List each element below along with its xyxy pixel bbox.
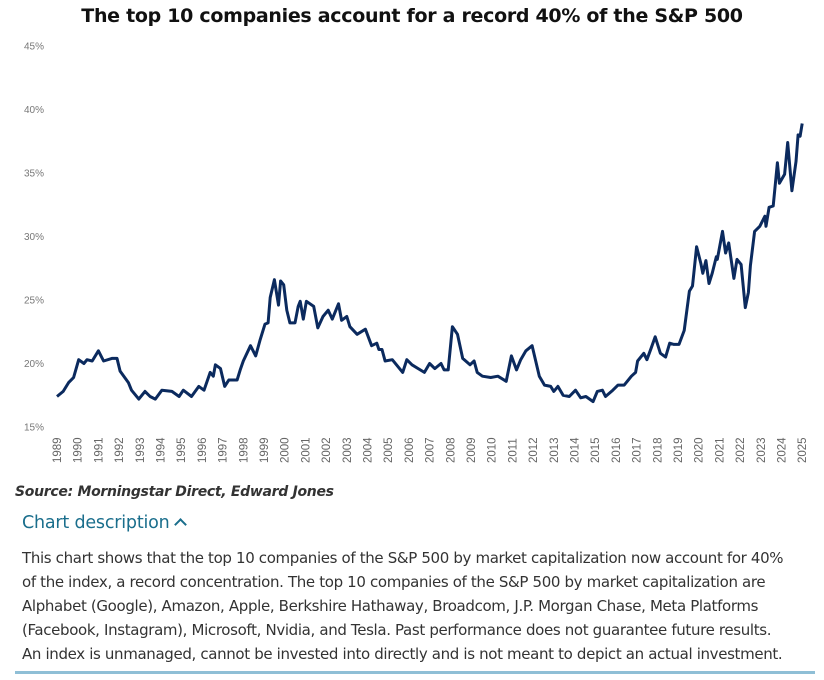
y-tick-label: 15% xyxy=(24,423,44,434)
x-tick-label: 1999 xyxy=(259,437,271,463)
x-tick-label: 2016 xyxy=(611,437,623,463)
y-tick-label: 30% xyxy=(24,232,44,243)
x-tick-label: 2019 xyxy=(673,437,685,463)
x-tick-label: 1997 xyxy=(218,437,230,463)
x-tick-label: 2008 xyxy=(445,437,457,463)
x-tick-label: 2017 xyxy=(632,437,644,463)
x-tick-label: 1992 xyxy=(114,437,126,463)
x-tick-label: 1998 xyxy=(238,437,250,463)
x-tick-label: 2025 xyxy=(797,437,809,463)
x-tick-label: 2024 xyxy=(777,437,789,463)
y-tick-label: 40% xyxy=(24,105,44,116)
chevron-up-icon xyxy=(173,518,187,531)
y-tick-label: 45% xyxy=(24,42,44,53)
divider xyxy=(15,671,815,674)
series-line xyxy=(56,123,804,404)
description-line: This chart shows that the top 10 compani… xyxy=(22,549,784,567)
x-tick-label: 2006 xyxy=(404,437,416,463)
x-tick-label: 2011 xyxy=(507,438,519,463)
source-note: Source: Morningstar Direct, Edward Jones xyxy=(15,484,334,500)
x-tick-label: 2012 xyxy=(528,437,540,463)
chart-title: The top 10 companies account for a recor… xyxy=(81,5,743,27)
x-tick-label: 2004 xyxy=(363,437,375,463)
y-tick-label: 20% xyxy=(24,359,44,370)
x-tick-label: 2000 xyxy=(280,437,292,463)
y-axis: 15% 20% 25% 30% 35% 40% 45% xyxy=(24,42,44,434)
chart-description-label: Chart description xyxy=(22,513,170,533)
x-tick-label: 2020 xyxy=(694,437,706,463)
x-tick-label: 2009 xyxy=(466,437,478,463)
x-tick-label: 2007 xyxy=(425,437,437,463)
x-tick-label: 2003 xyxy=(342,437,354,463)
x-tick-label: 1993 xyxy=(135,437,147,463)
x-tick-label: 1995 xyxy=(176,437,188,463)
x-tick-label: 1990 xyxy=(73,437,85,463)
x-tick-label: 2015 xyxy=(590,437,602,463)
x-tick-label: 1996 xyxy=(197,437,209,463)
description-line: (Facebook, Instagram), Microsoft, Nvidia… xyxy=(22,621,772,639)
x-axis: 1989 1990 1991 1992 1993 1994 1995 1996 1997 1998… xyxy=(52,437,809,463)
x-tick-label: 2013 xyxy=(549,437,561,463)
x-tick-label: 1989 xyxy=(52,437,64,463)
x-tick-label: 2018 xyxy=(652,437,664,463)
line-chart: 15%20%25%30%35%40%45% 1989 1990 1991 1992 19… xyxy=(24,42,809,464)
description-line: of the index, a record concentration. Th… xyxy=(22,573,766,591)
y-tick-label: 35% xyxy=(24,169,44,180)
description-line: An index is unmanaged, cannot be investe… xyxy=(22,645,783,663)
x-tick-label: 2005 xyxy=(383,437,395,463)
x-tick-label: 2023 xyxy=(756,437,768,463)
x-tick-label: 2021 xyxy=(714,437,726,463)
x-tick-label: 2002 xyxy=(321,437,333,463)
x-tick-label: 2022 xyxy=(735,437,747,463)
chart-description-toggle[interactable]: Chart description xyxy=(22,513,187,533)
chart-description-text: This chart shows that the top 10 compani… xyxy=(22,546,784,666)
x-tick-label: 2001 xyxy=(300,437,312,463)
x-tick-label: 2010 xyxy=(487,437,499,463)
x-tick-label: 2014 xyxy=(570,437,582,463)
description-line: Alphabet (Google), Amazon, Apple, Berksh… xyxy=(22,597,759,615)
y-tick-label: 25% xyxy=(24,296,44,307)
x-tick-label: 1994 xyxy=(156,437,168,463)
x-tick-label: 1991 xyxy=(93,437,105,463)
